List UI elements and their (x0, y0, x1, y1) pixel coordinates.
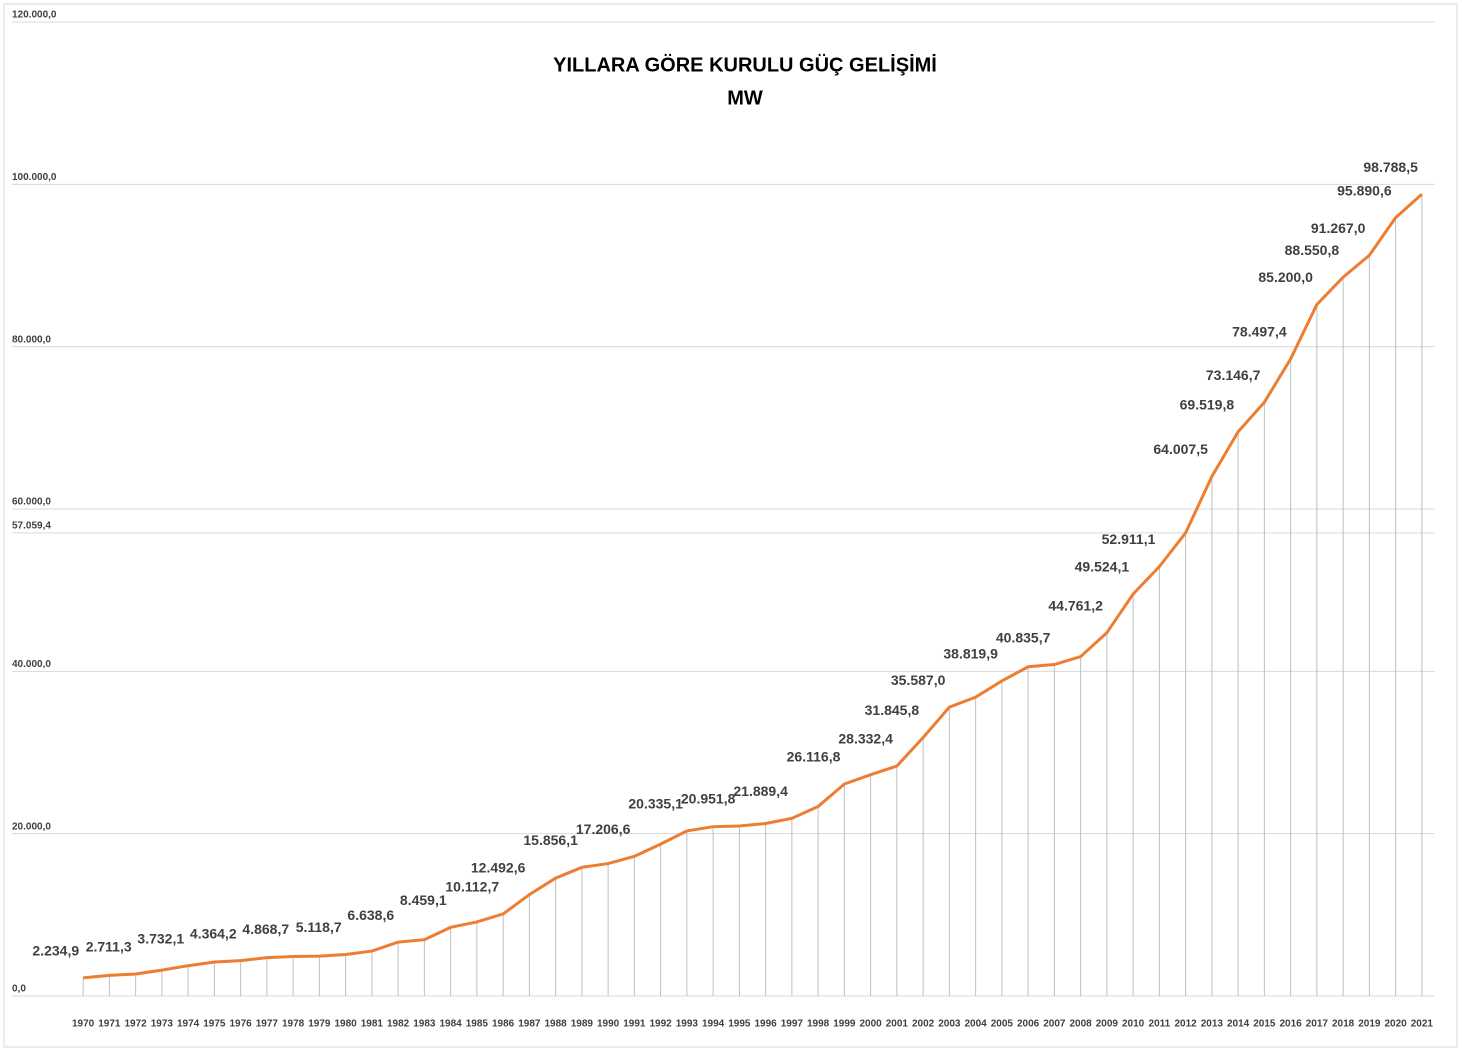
series-line (82, 193, 1423, 980)
x-tick-label: 2019 (1358, 1019, 1381, 1030)
x-tick-label: 1998 (807, 1019, 830, 1030)
data-label: 2.711,3 (86, 939, 132, 955)
data-label: 52.911,1 (1102, 531, 1156, 547)
x-tick-label: 2021 (1411, 1019, 1434, 1030)
data-label: 5.118,7 (296, 919, 342, 935)
x-tick-label: 1983 (413, 1019, 436, 1030)
x-tick-label: 1997 (781, 1019, 804, 1030)
x-tick-label: 1978 (282, 1019, 305, 1030)
x-tick-label: 2014 (1227, 1019, 1250, 1030)
x-tick-label: 2003 (938, 1019, 961, 1030)
x-tick-label: 1985 (466, 1019, 489, 1030)
x-tick-label: 1975 (203, 1019, 226, 1030)
x-tick-label: 2017 (1306, 1019, 1329, 1030)
x-tick-label: 1981 (361, 1019, 384, 1030)
data-label: 28.332,4 (838, 731, 893, 747)
data-label: 69.519,8 (1180, 396, 1235, 412)
data-label: 40.835,7 (996, 629, 1051, 645)
data-label: 4.364,2 (190, 925, 237, 941)
x-tick-label: 2013 (1201, 1019, 1224, 1030)
chart-subtitle: MW (727, 87, 763, 109)
data-label: 91.267,0 (1311, 220, 1366, 236)
y-tick-label: 40.000,0 (12, 659, 51, 670)
data-label: 44.761,2 (1048, 597, 1103, 613)
x-tick-label: 1971 (98, 1019, 121, 1030)
x-tick-label: 2005 (991, 1019, 1014, 1030)
x-tick-label: 2010 (1122, 1019, 1145, 1030)
data-label: 4.868,7 (242, 921, 289, 937)
x-tick-label: 2009 (1096, 1019, 1119, 1030)
data-label: 38.819,9 (943, 646, 998, 662)
x-tick-label: 1995 (728, 1019, 751, 1030)
x-tick-label: 1986 (492, 1019, 515, 1030)
x-tick-label: 2018 (1332, 1019, 1355, 1030)
x-tick-label: 1976 (230, 1019, 253, 1030)
data-label: 2.234,9 (32, 943, 79, 959)
data-label: 20.951,8 (681, 791, 736, 807)
x-tick-label: 1994 (702, 1019, 725, 1030)
x-tick-label: 1996 (755, 1019, 778, 1030)
x-tick-label: 1987 (518, 1019, 541, 1030)
data-label: 17.206,6 (576, 821, 631, 837)
x-tick-label: 2016 (1280, 1019, 1303, 1030)
x-tick-label: 2004 (965, 1019, 988, 1030)
data-label: 8.459,1 (400, 892, 447, 908)
data-label: 21.889,4 (733, 783, 788, 799)
x-tick-label: 1980 (335, 1019, 358, 1030)
x-tick-label: 1974 (177, 1019, 200, 1030)
x-tick-label: 1992 (650, 1019, 673, 1030)
x-tick-label: 2006 (1017, 1019, 1040, 1030)
x-tick-label: 2011 (1149, 1019, 1171, 1030)
data-label: 88.550,8 (1285, 242, 1340, 258)
data-label: 15.856,1 (523, 832, 578, 848)
x-tick-label: 1973 (151, 1019, 174, 1030)
x-tick-label: 1977 (256, 1019, 279, 1030)
x-tick-label: 2020 (1385, 1019, 1408, 1030)
x-tick-label: 1991 (623, 1019, 646, 1030)
data-label: 98.788,5 (1363, 159, 1418, 175)
data-label: 20.335,1 (628, 796, 683, 812)
x-tick-label: 1989 (571, 1019, 594, 1030)
data-label: 73.146,7 (1206, 367, 1261, 383)
x-tick-label: 1970 (72, 1019, 95, 1030)
y-tick-label: 120.000,0 (12, 10, 57, 21)
data-label: 64.007,5 (1153, 441, 1208, 457)
x-tick-label: 2015 (1253, 1019, 1276, 1030)
y-tick-label: 80.000,0 (12, 334, 51, 345)
x-tick-label: 2007 (1043, 1019, 1066, 1030)
chart-border (3, 3, 1458, 1048)
x-tick-label: 1982 (387, 1019, 410, 1030)
x-tick-label: 1990 (597, 1019, 620, 1030)
y-tick-label: 60.000,0 (12, 497, 51, 508)
y-tick-label: 100.000,0 (12, 172, 57, 183)
data-label: 35.587,0 (891, 672, 946, 688)
x-tick-label: 2002 (912, 1019, 935, 1030)
x-tick-label: 1979 (308, 1019, 331, 1030)
data-label: 78.497,4 (1232, 324, 1287, 340)
data-label: 6.638,6 (347, 907, 394, 923)
y-tick-label: 0,0 (12, 984, 26, 995)
x-tick-label: 1972 (125, 1019, 148, 1030)
data-label: 3.732,1 (137, 930, 184, 946)
data-label: 26.116,8 (787, 749, 841, 765)
y-tick-label: 20.000,0 (12, 821, 51, 832)
x-tick-label: 2000 (860, 1019, 883, 1030)
y-tick-label: 57.059,4 (12, 521, 51, 532)
data-label: 85.200,0 (1258, 269, 1313, 285)
x-tick-label: 1984 (440, 1019, 463, 1030)
data-label: 49.524,1 (1075, 559, 1130, 575)
x-tick-label: 1988 (545, 1019, 568, 1030)
data-label: 95.890,6 (1337, 182, 1392, 198)
x-tick-label: 1993 (676, 1019, 699, 1030)
chart-title: YILLARA GÖRE KURULU GÜÇ GELİŞİMİ (553, 53, 937, 76)
data-label: 12.492,6 (471, 859, 526, 875)
x-tick-label: 1999 (833, 1019, 856, 1030)
x-tick-label: 2012 (1175, 1019, 1198, 1030)
x-tick-label: 2001 (886, 1019, 909, 1030)
data-label: 10.112,7 (445, 879, 499, 895)
data-label: 31.845,8 (865, 702, 920, 718)
x-tick-label: 2008 (1070, 1019, 1093, 1030)
